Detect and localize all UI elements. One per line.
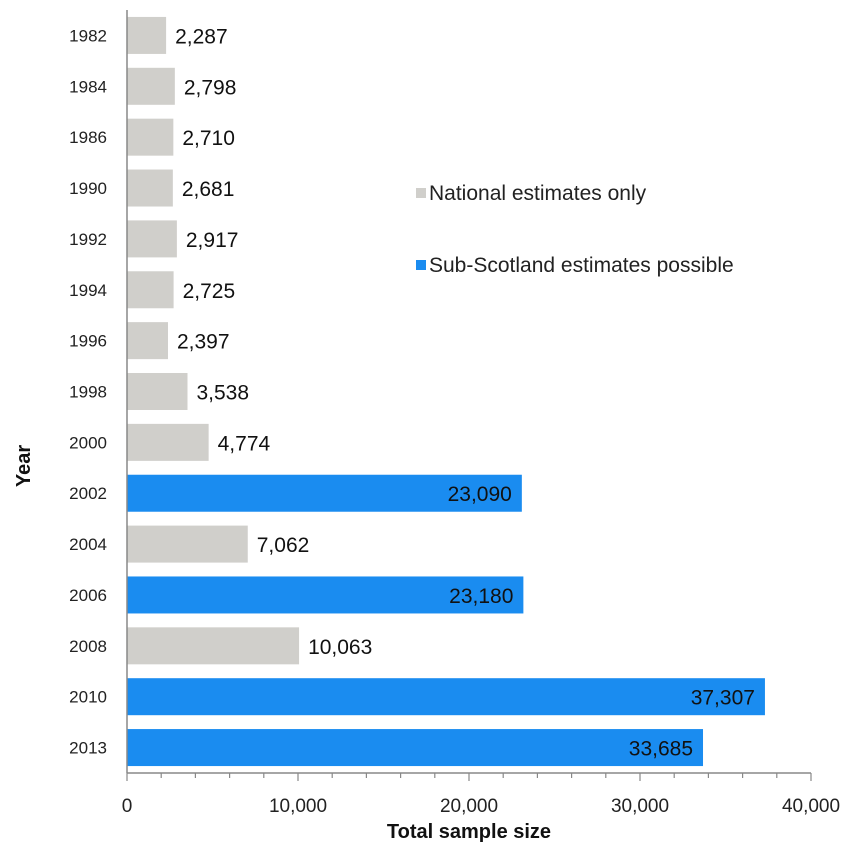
legend-swatch-national — [416, 188, 426, 198]
bar-2000 — [127, 423, 209, 461]
bars-group — [127, 16, 765, 767]
x-axis-tick-labels: 0 10,000 20,000 30,000 40,000 — [122, 796, 840, 817]
y-tick-label-1996: 1996 — [69, 332, 107, 351]
bar-2004 — [127, 525, 248, 563]
bar-2002 — [127, 474, 522, 512]
data-label-1994: 2,725 — [183, 280, 236, 303]
legend: National estimates only Sub-Scotland est… — [416, 182, 734, 277]
y-tick-label-1998: 1998 — [69, 383, 107, 402]
bar-2010 — [127, 678, 765, 716]
y-tick-label-2008: 2008 — [69, 637, 107, 656]
x-axis-ticks — [126, 773, 812, 781]
data-label-2004: 7,062 — [257, 534, 310, 557]
x-tick-label: 0 — [122, 796, 133, 817]
y-tick-label-2000: 2000 — [69, 433, 107, 452]
data-label-1992: 2,917 — [186, 229, 239, 252]
legend-swatch-sub-scotland — [416, 260, 426, 270]
x-tick-label: 20,000 — [440, 796, 498, 817]
y-tick-label-1990: 1990 — [69, 179, 107, 198]
bar-1996 — [127, 322, 168, 360]
bar-1994 — [127, 271, 174, 309]
data-label-1998: 3,538 — [196, 382, 249, 405]
y-tick-label-2010: 2010 — [69, 688, 107, 707]
data-label-2006: 23,180 — [449, 585, 513, 608]
data-label-2010: 37,307 — [691, 687, 755, 710]
x-axis-title: Total sample size — [387, 821, 551, 843]
data-label-2002: 23,090 — [448, 483, 512, 506]
y-tick-label-1986: 1986 — [69, 128, 107, 147]
bar-1982 — [127, 16, 167, 54]
value-labels: 2,287 2,798 2,710 2,681 2,917 2,725 2,397 3,538… — [175, 25, 755, 760]
y-axis-title: Year — [13, 445, 35, 487]
bar-1986 — [127, 118, 174, 156]
data-label-1986: 2,710 — [182, 127, 235, 150]
data-label-2000: 4,774 — [218, 432, 271, 455]
data-label-1996: 2,397 — [177, 331, 230, 354]
bar-2008 — [127, 627, 300, 665]
x-tick-label: 10,000 — [269, 796, 327, 817]
bar-1990 — [127, 169, 173, 207]
x-tick-label: 30,000 — [611, 796, 669, 817]
y-tick-label-2002: 2002 — [69, 484, 107, 503]
data-label-1990: 2,681 — [182, 178, 235, 201]
bar-2013 — [127, 729, 704, 767]
data-label-1984: 2,798 — [184, 76, 237, 99]
bar-2006 — [127, 576, 524, 614]
legend-label-national: National estimates only — [429, 182, 647, 205]
legend-label-sub-scotland: Sub-Scotland estimates possible — [429, 254, 734, 277]
y-tick-label-2006: 2006 — [69, 586, 107, 605]
bar-1992 — [127, 220, 177, 258]
bar-1984 — [127, 67, 175, 105]
data-label-1982: 2,287 — [175, 25, 228, 48]
data-label-2008: 10,063 — [308, 636, 372, 659]
y-tick-label-2004: 2004 — [69, 535, 107, 554]
x-tick-label: 40,000 — [782, 796, 840, 817]
year-labels: 1982 1984 1986 1990 1992 1994 1996 1998 2000 2002… — [69, 26, 107, 757]
y-tick-label-1982: 1982 — [69, 26, 107, 45]
y-tick-label-2013: 2013 — [69, 739, 107, 758]
y-tick-label-1984: 1984 — [69, 77, 107, 96]
data-label-2013: 33,685 — [629, 738, 693, 761]
bar-1998 — [127, 373, 188, 410]
y-tick-label-1994: 1994 — [69, 281, 107, 300]
y-tick-label-1992: 1992 — [69, 230, 107, 249]
